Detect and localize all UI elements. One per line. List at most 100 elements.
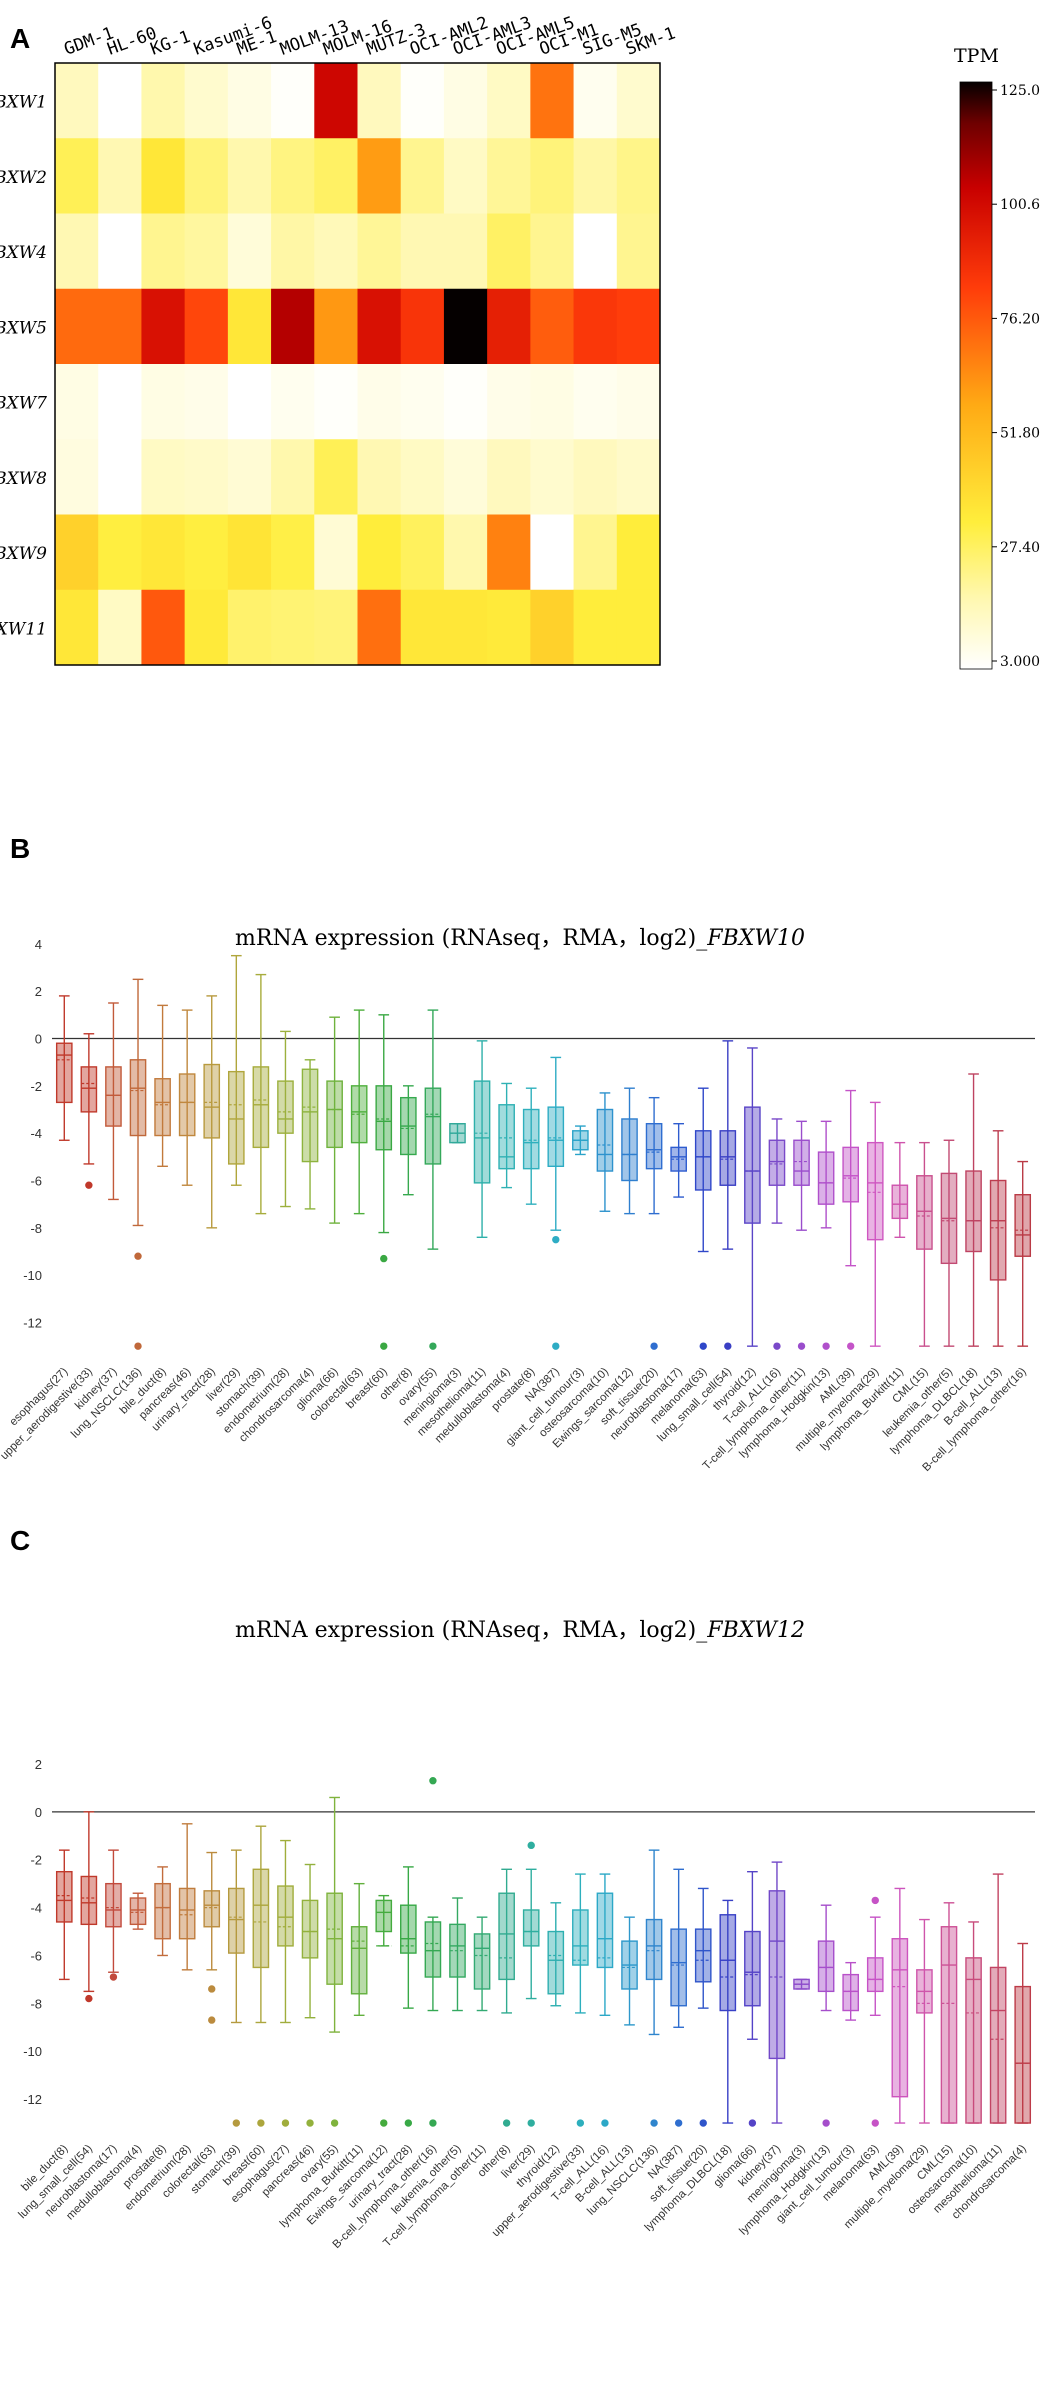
box xyxy=(326,1080,343,1149)
heat-cell xyxy=(530,439,575,515)
box xyxy=(178,1887,196,1940)
heat-cell xyxy=(357,288,402,365)
outlier-point xyxy=(871,1896,879,1905)
heat-cell xyxy=(55,63,99,139)
outlier-point xyxy=(134,1252,142,1260)
outlier-point xyxy=(797,1342,806,1350)
box xyxy=(719,1130,737,1186)
outlier-point xyxy=(85,1994,93,2003)
box xyxy=(866,1957,884,1993)
heat-cell xyxy=(314,213,358,290)
chart-b-gene: FBXW10 xyxy=(706,926,805,951)
heat-cell xyxy=(573,288,618,365)
heat-cell xyxy=(400,364,445,440)
outlier-point xyxy=(281,2119,290,2127)
box xyxy=(621,1118,638,1182)
outlier-point xyxy=(306,2119,314,2127)
heat-cell xyxy=(184,514,229,591)
box xyxy=(154,1078,171,1137)
outlier-point xyxy=(380,2119,388,2127)
box xyxy=(891,1938,909,2098)
heat-cell xyxy=(357,213,402,290)
heat-cell xyxy=(314,364,358,440)
box xyxy=(498,1892,515,1981)
box xyxy=(842,1973,860,2012)
box xyxy=(252,1868,270,1969)
heat-cell xyxy=(530,589,575,666)
box xyxy=(498,1104,515,1170)
box xyxy=(817,1151,835,1205)
box-chart-c: 20-2-4-6-8-10-12bile_duct(8)lung_small_c… xyxy=(16,1757,1035,2251)
box xyxy=(129,1897,147,1926)
heat-cell xyxy=(141,514,186,591)
box xyxy=(694,1130,712,1191)
heat-cell xyxy=(443,288,488,365)
box xyxy=(744,1106,761,1224)
outlier-point xyxy=(601,2119,609,2127)
heat-cell xyxy=(616,288,661,365)
heat-cell xyxy=(141,63,186,139)
outlier-point xyxy=(527,1841,535,1850)
y-tick-label: 4 xyxy=(35,937,42,952)
heat-cell xyxy=(55,364,99,440)
y-tick-label: -2 xyxy=(30,1079,42,1094)
box xyxy=(572,1909,589,1966)
legend-tick-label: 76.20 xyxy=(1000,311,1040,327)
heat-cell xyxy=(443,63,488,139)
box xyxy=(965,1957,982,2124)
outlier-point xyxy=(699,2119,707,2127)
y-tick-label: -12 xyxy=(23,2092,42,2107)
box xyxy=(375,1085,393,1151)
box xyxy=(768,1890,786,2060)
box xyxy=(473,1933,491,1990)
box xyxy=(277,1885,294,1947)
heat-cell xyxy=(98,514,142,591)
box xyxy=(424,1921,442,1978)
heat-cell xyxy=(141,213,186,290)
outlier-point xyxy=(724,1342,732,1350)
heat-cell xyxy=(314,63,358,139)
heat-cell xyxy=(616,63,661,139)
heat-row-label: FBXW8 xyxy=(0,469,47,489)
heat-cell xyxy=(314,288,358,365)
panel-letter-c: C xyxy=(10,1525,30,1556)
y-tick-label: -4 xyxy=(30,1126,42,1141)
heat-cell xyxy=(400,514,445,591)
box xyxy=(252,1066,270,1149)
heat-cell xyxy=(98,213,142,290)
box xyxy=(80,1066,98,1113)
heat-cell xyxy=(487,288,531,365)
outlier-point xyxy=(699,1342,707,1350)
heat-cell xyxy=(227,213,272,290)
heat-cell xyxy=(314,514,358,591)
heat-cell xyxy=(357,63,402,139)
box xyxy=(178,1073,196,1137)
heat-cell xyxy=(357,589,402,666)
chart-c-title: mRNA expression (RNAseq，RMA，log2)_FBXW12 xyxy=(235,1618,805,1643)
box xyxy=(473,1080,491,1184)
y-tick-label: 2 xyxy=(35,984,42,999)
heat-cell xyxy=(400,63,445,139)
outlier-point xyxy=(773,1342,781,1350)
heat-cell xyxy=(530,138,575,214)
outlier-point xyxy=(208,1985,216,1993)
heat-cell xyxy=(487,138,531,214)
heat-cell xyxy=(487,364,531,440)
heat-cell xyxy=(227,63,272,139)
outlier-point xyxy=(380,1342,388,1350)
y-tick-label: -10 xyxy=(23,2044,42,2059)
heat-cell xyxy=(443,138,488,214)
heat-cell xyxy=(227,138,272,214)
heat-cell xyxy=(184,138,229,214)
heat-cell xyxy=(184,288,229,365)
box xyxy=(55,1042,73,1104)
chart-c-gene: FBXW12 xyxy=(706,1618,805,1643)
heat-cell xyxy=(227,439,272,515)
heat-cell xyxy=(530,63,575,139)
heat-cell xyxy=(443,589,488,666)
box xyxy=(522,1108,540,1170)
heat-cell xyxy=(616,439,661,515)
legend-tick-label: 125.0 xyxy=(1000,83,1040,99)
box xyxy=(793,1139,810,1186)
